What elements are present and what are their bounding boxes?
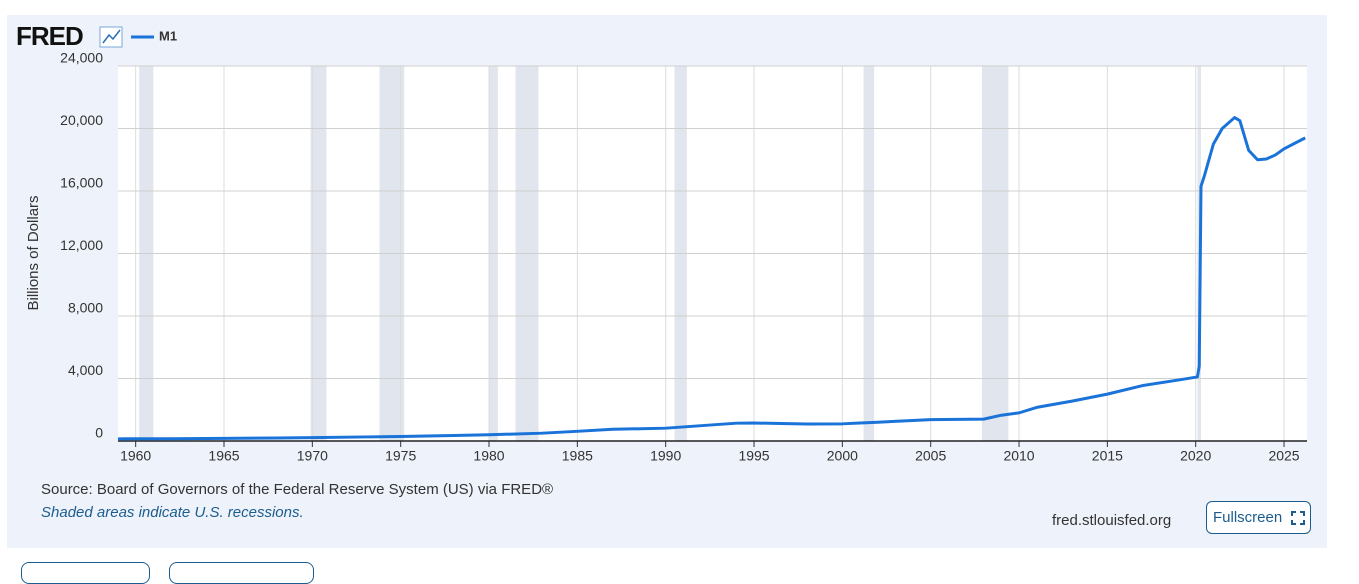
- x-tick-label: 1960: [120, 448, 151, 464]
- x-tick-label: 1985: [562, 448, 593, 464]
- logo-icon: [99, 26, 123, 48]
- button-stub: [169, 562, 314, 584]
- button-label: Fullscreen: [1213, 509, 1283, 526]
- fullscreen-icon: [1291, 511, 1305, 525]
- data-line: [117, 116, 1306, 441]
- y-axis-label: Billions of Dollars: [25, 195, 42, 310]
- x-tick-label: 1990: [650, 448, 681, 464]
- x-tick-label: 1965: [208, 448, 239, 464]
- fullscreen-button[interactable]: Fullscreen: [1206, 501, 1311, 534]
- x-tick-label: 1980: [473, 448, 504, 464]
- x-tick-label: 1975: [385, 448, 416, 464]
- note: Shaded areas indicate U.S. recessions.: [41, 504, 304, 521]
- logo: FRED: [16, 21, 83, 51]
- x-tick-label: 2025: [1268, 448, 1299, 464]
- y-tick-label: 24,000: [60, 50, 103, 66]
- y-tick-label: 8,000: [68, 300, 103, 316]
- source: Source: Board of Governors of the Federa…: [41, 481, 554, 498]
- page: FRED M1 Billions of Dollars 1960 1965 1970…: [7, 15, 1327, 584]
- y-tick-label: 4,000: [68, 362, 103, 378]
- site-url: fred.stlouisfed.org: [1052, 512, 1172, 529]
- y-tick-label: 16,000: [60, 175, 103, 191]
- x-tick-label: 1970: [297, 448, 328, 464]
- x-tick-label: 1995: [738, 448, 769, 464]
- y-tick-label: 0: [95, 425, 103, 441]
- y-tick-label: 20,000: [60, 112, 103, 128]
- x-tick-label: 2000: [827, 448, 858, 464]
- y-tick-label: 12,000: [60, 237, 103, 253]
- x-tick-label: 2005: [915, 448, 946, 464]
- legend-label: M1: [159, 28, 177, 43]
- chart: FRED M1 Billions of Dollars 1960 1965 1970…: [16, 21, 1307, 464]
- x-tick-label: 2010: [1003, 448, 1034, 464]
- x-tick-label: 2020: [1180, 448, 1211, 464]
- x-tick-label: 2015: [1092, 448, 1123, 464]
- button-stub: [21, 562, 150, 584]
